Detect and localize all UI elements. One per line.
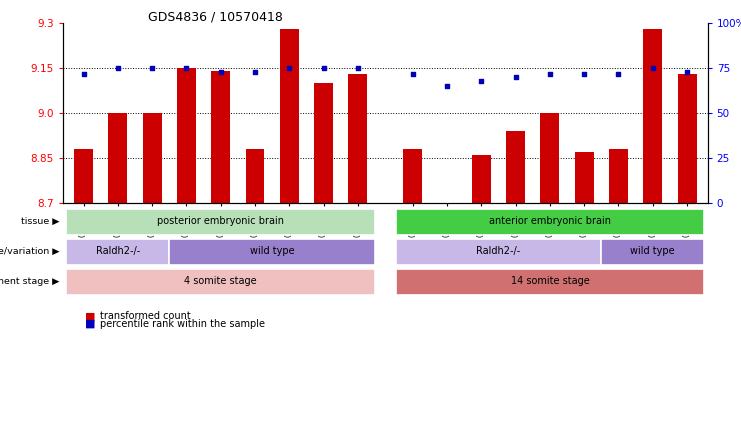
Point bbox=[510, 74, 522, 80]
Bar bbox=[602, 239, 704, 265]
Point bbox=[613, 70, 625, 77]
Text: wild type: wild type bbox=[631, 246, 675, 256]
Point bbox=[318, 65, 330, 71]
Point bbox=[681, 69, 693, 75]
Bar bbox=[396, 239, 602, 265]
Text: transformed count: transformed count bbox=[100, 311, 190, 321]
Point bbox=[146, 65, 158, 71]
Text: Raldh2-/-: Raldh2-/- bbox=[96, 246, 140, 256]
Bar bbox=[348, 74, 368, 203]
Bar bbox=[403, 149, 422, 203]
Bar bbox=[67, 209, 375, 235]
Bar bbox=[472, 155, 491, 203]
Text: wild type: wild type bbox=[250, 246, 294, 256]
Bar bbox=[643, 29, 662, 203]
Bar bbox=[245, 149, 265, 203]
Bar bbox=[540, 113, 559, 203]
Point bbox=[407, 70, 419, 77]
Point bbox=[578, 70, 590, 77]
Bar bbox=[314, 83, 333, 203]
Text: 4 somite stage: 4 somite stage bbox=[185, 276, 257, 286]
Point bbox=[441, 83, 453, 90]
Bar bbox=[396, 209, 704, 235]
Point bbox=[352, 65, 364, 71]
Bar bbox=[108, 113, 127, 203]
Bar bbox=[211, 71, 230, 203]
Text: ■: ■ bbox=[85, 311, 96, 321]
Text: percentile rank within the sample: percentile rank within the sample bbox=[100, 319, 265, 329]
Bar bbox=[575, 152, 594, 203]
Point bbox=[249, 69, 261, 75]
Bar bbox=[609, 149, 628, 203]
Bar bbox=[169, 239, 375, 265]
Text: posterior embryonic brain: posterior embryonic brain bbox=[157, 216, 285, 226]
Point bbox=[283, 65, 295, 71]
Text: genotype/variation ▶: genotype/variation ▶ bbox=[0, 247, 59, 256]
Point bbox=[544, 70, 556, 77]
Bar bbox=[678, 74, 697, 203]
Text: development stage ▶: development stage ▶ bbox=[0, 277, 59, 286]
Text: 14 somite stage: 14 somite stage bbox=[511, 276, 589, 286]
Text: anterior embryonic brain: anterior embryonic brain bbox=[489, 216, 611, 226]
Point bbox=[215, 69, 227, 75]
Bar bbox=[506, 131, 525, 203]
Text: GDS4836 / 10570418: GDS4836 / 10570418 bbox=[148, 11, 283, 24]
Text: tissue ▶: tissue ▶ bbox=[21, 217, 59, 226]
Bar bbox=[67, 239, 169, 265]
Point bbox=[78, 70, 90, 77]
Bar bbox=[280, 29, 299, 203]
Bar bbox=[67, 269, 375, 295]
Point bbox=[112, 65, 124, 71]
Point bbox=[476, 77, 488, 84]
Point bbox=[181, 65, 193, 71]
Point bbox=[647, 65, 659, 71]
Bar bbox=[177, 68, 196, 203]
Text: Raldh2-/-: Raldh2-/- bbox=[476, 246, 521, 256]
Bar bbox=[74, 149, 93, 203]
Bar bbox=[143, 113, 162, 203]
Text: ■: ■ bbox=[85, 319, 96, 329]
Bar bbox=[396, 269, 704, 295]
